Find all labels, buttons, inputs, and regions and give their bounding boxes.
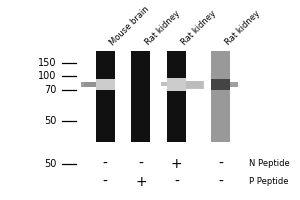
Bar <box>131 51 150 142</box>
Bar <box>167 51 186 142</box>
Bar <box>186 81 202 88</box>
Text: -: - <box>174 175 179 189</box>
Text: Rat kidney: Rat kidney <box>179 9 218 47</box>
Text: 100: 100 <box>38 71 56 81</box>
Text: -: - <box>218 157 223 171</box>
Text: 50: 50 <box>44 116 56 126</box>
Text: +: + <box>135 175 147 189</box>
Bar <box>96 79 115 90</box>
Bar <box>167 77 186 92</box>
Text: -: - <box>103 157 108 171</box>
Bar <box>186 81 204 89</box>
Bar <box>211 51 230 142</box>
Bar <box>211 79 230 90</box>
Bar <box>230 82 238 87</box>
Text: -: - <box>103 175 108 189</box>
Bar <box>96 51 115 142</box>
Bar <box>211 51 230 142</box>
Bar <box>150 51 167 142</box>
Bar <box>96 51 115 142</box>
Text: 70: 70 <box>44 85 56 95</box>
Bar <box>167 51 186 142</box>
Text: Rat kidney: Rat kidney <box>224 9 262 47</box>
Text: Rat kidney: Rat kidney <box>144 9 182 47</box>
Text: 50: 50 <box>44 159 56 169</box>
Bar <box>81 82 96 87</box>
Text: +: + <box>171 157 182 171</box>
Bar <box>131 51 150 142</box>
Text: P Peptide: P Peptide <box>249 177 289 186</box>
Bar <box>96 79 115 90</box>
Bar <box>186 51 211 142</box>
Bar <box>161 82 167 86</box>
Bar <box>84 82 96 87</box>
Bar <box>93 51 265 142</box>
Text: Mouse brain: Mouse brain <box>108 4 151 47</box>
Text: -: - <box>138 157 143 171</box>
Text: N Peptide: N Peptide <box>249 159 290 168</box>
Bar <box>167 78 186 91</box>
Text: 150: 150 <box>38 58 56 68</box>
Text: -: - <box>218 175 223 189</box>
Bar <box>211 79 230 90</box>
Bar <box>115 51 131 142</box>
